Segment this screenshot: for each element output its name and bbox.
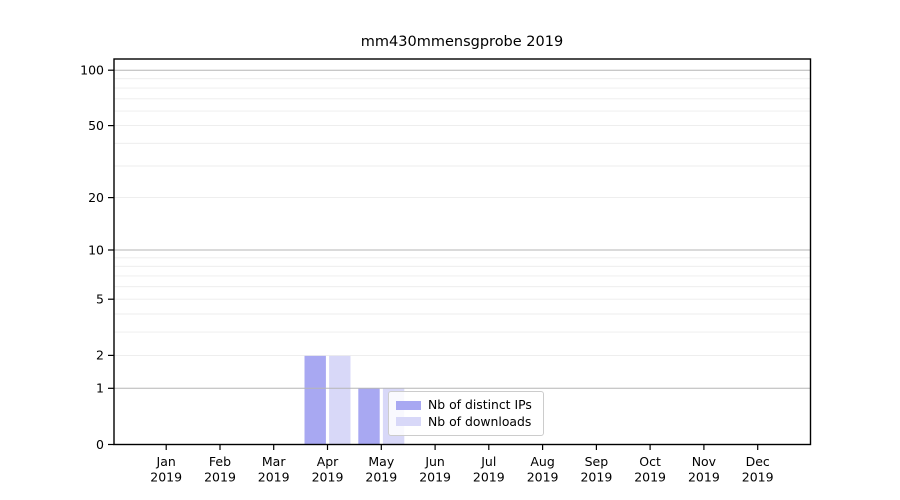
x-tick-label-month: Jan [156, 454, 176, 469]
bar [329, 355, 351, 445]
legend-label: Nb of distinct IPs [428, 397, 532, 413]
y-tick-label: 100 [80, 63, 104, 78]
legend-swatch [396, 417, 421, 427]
x-tick-label-month: Feb [209, 454, 231, 469]
bar [304, 355, 326, 445]
y-tick-label: 2 [96, 348, 104, 363]
legend-label: Nb of downloads [428, 413, 532, 429]
x-tick-label-month: Nov [692, 454, 717, 469]
x-tick-label-month: May [368, 454, 394, 469]
x-tick-label-year: 2019 [204, 470, 236, 485]
x-tick-label-year: 2019 [258, 470, 290, 485]
y-tick-label: 10 [88, 242, 104, 257]
x-tick-label-year: 2019 [634, 470, 666, 485]
x-tick-label-month: Sep [585, 454, 609, 469]
y-tick-label: 50 [88, 118, 104, 133]
legend-swatch [396, 400, 421, 410]
x-tick-label-month: Jul [480, 454, 496, 469]
x-tick-label-year: 2019 [365, 470, 397, 485]
x-tick-label-year: 2019 [527, 470, 559, 485]
x-tick-label-year: 2019 [688, 470, 720, 485]
chart-title: mm430mmensgprobe 2019 [360, 34, 564, 50]
bar [358, 388, 380, 445]
x-tick-label-month: Jun [424, 454, 445, 469]
x-tick-label-month: Dec [746, 454, 770, 469]
x-tick-label-year: 2019 [150, 470, 182, 485]
x-tick-label-year: 2019 [473, 470, 505, 485]
x-tick-label-year: 2019 [312, 470, 344, 485]
legend: Nb of distinct IPs Nb of downloads [388, 391, 544, 436]
x-tick-label-month: Mar [262, 454, 286, 469]
x-tick-label-year: 2019 [742, 470, 774, 485]
x-tick-label-month: Oct [639, 454, 661, 469]
y-tick-label: 0 [96, 437, 104, 452]
y-tick-label: 1 [96, 381, 104, 396]
x-tick-label-month: Apr [317, 454, 339, 469]
legend-entry: Nb of downloads [396, 413, 536, 429]
x-tick-label-month: Aug [530, 454, 554, 469]
x-tick-label-year: 2019 [580, 470, 612, 485]
y-tick-label: 5 [96, 292, 104, 307]
x-tick-label-year: 2019 [419, 470, 451, 485]
legend-entry: Nb of distinct IPs [396, 397, 536, 413]
y-tick-label: 20 [88, 190, 104, 205]
axes-box [113, 58, 812, 446]
